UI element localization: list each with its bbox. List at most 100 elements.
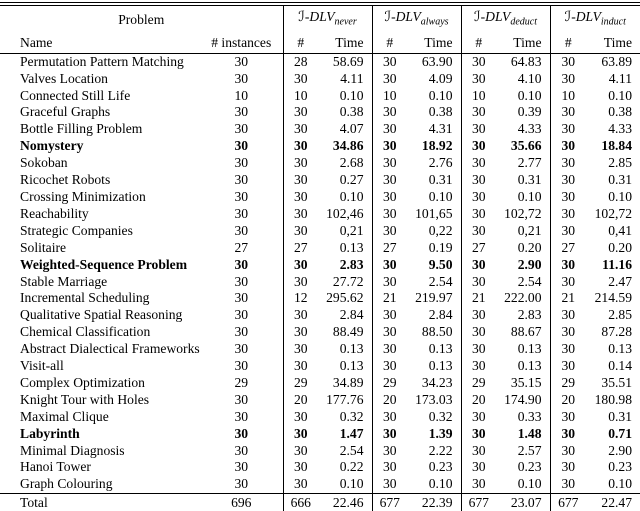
group-header-deduct: ℐ-DLVdeduct	[460, 6, 551, 33]
time-cell: 0.10	[608, 87, 633, 103]
time-column-header-deduct: Time	[496, 32, 551, 54]
solved-count-cell: 30	[460, 138, 497, 156]
time-cell: 35.15	[510, 374, 542, 390]
problem-name-cell: Bottle Filling Problem	[20, 121, 143, 137]
solved-count-cell: 30	[549, 459, 587, 477]
solved-count-cell: 30	[282, 205, 319, 223]
solved-count-cell: 30	[549, 53, 587, 71]
time-cell: 2.22	[428, 442, 453, 458]
time-cell: 0.10	[517, 476, 542, 492]
time-cell: 34.89	[332, 374, 364, 390]
solved-count-cell: 30	[282, 138, 319, 156]
instances-cell: 30	[234, 391, 249, 407]
solved-count-cell: 30	[282, 324, 319, 342]
solved-count-cell: 20	[371, 391, 408, 409]
time-cell: 2.68	[339, 155, 364, 171]
time-cell: 1.39	[428, 425, 453, 441]
time-cell: 0.32	[428, 408, 453, 424]
solved-count-cell: 21	[549, 290, 587, 308]
solved-count-cell: 30	[282, 408, 319, 426]
instances-cell: 30	[234, 476, 249, 492]
table-row: Solitaire 27 27 0.13 27 0.19 27 0.20 27 0.20	[0, 239, 640, 257]
solved-count-cell: 30	[549, 138, 587, 156]
table-row: Chemical Classification 30 30 88.49 30 88.50 3…	[0, 324, 640, 342]
solved-count-cell: 30	[371, 70, 408, 88]
solved-count-cell: 29	[282, 374, 319, 392]
solved-column-header-induct: #	[549, 32, 587, 54]
time-cell: 2.54	[339, 442, 364, 458]
problem-name-cell: Total	[0, 493, 200, 511]
problem-name-cell: Ricochet Robots	[20, 172, 111, 188]
time-cell: 0,22	[428, 222, 453, 238]
time-cell: 2.54	[428, 273, 453, 289]
time-cell: 0,21	[339, 222, 364, 238]
time-cell: 295.62	[326, 290, 364, 306]
system-name: -DLV	[571, 9, 601, 24]
solved-count-cell: 30	[371, 104, 408, 122]
problem-name-cell: Strategic Companies	[20, 222, 133, 238]
solved-count-cell: 30	[460, 273, 497, 291]
total-row: Total 696 666 22.46 677 22.39 677 23.07 677 22.47	[0, 493, 640, 511]
time-cell: 88.50	[421, 324, 453, 340]
solved-count-cell: 30	[460, 476, 497, 494]
problem-name-cell: Labyrinth	[20, 425, 80, 441]
solved-count-cell: 27	[549, 239, 587, 257]
solved-count-cell: 30	[460, 155, 497, 173]
time-cell: 0.27	[339, 172, 364, 188]
table-row: Visit-all 30 30 0.13 30 0.13 30 0.13 30 0.14	[0, 358, 640, 375]
solved-count-cell: 29	[460, 374, 497, 392]
script-i-icon: ℐ	[564, 9, 572, 25]
system-name: -DLV	[391, 9, 421, 24]
table-row: Abstract Dialectical Frameworks 30 30 0.13 3…	[0, 341, 640, 359]
table-row: Knight Tour with Holes 30 20 177.76 20 173.03…	[0, 391, 640, 409]
solved-count-cell: 677	[549, 493, 587, 511]
time-column-header-always: Time	[407, 32, 462, 54]
solved-count-cell: 666	[282, 493, 319, 511]
time-cell: 214.59	[594, 290, 633, 306]
solved-count-cell: 30	[282, 358, 319, 375]
solved-count-cell: 30	[549, 408, 587, 426]
instances-cell: 30	[234, 459, 249, 475]
system-name: -DLV	[480, 9, 511, 24]
table-row: Labyrinth 30 30 1.47 30 1.39 30 1.48 30 0.71	[0, 425, 640, 443]
instances-cell: 27	[234, 239, 249, 255]
solved-count-cell: 30	[460, 53, 497, 71]
script-i-icon: ℐ	[384, 9, 392, 25]
solved-count-cell: 30	[282, 273, 319, 291]
solved-count-cell: 30	[371, 341, 408, 359]
time-cell: 22.39	[407, 493, 462, 511]
instances-cell: 30	[234, 70, 249, 86]
time-cell: 23.07	[496, 493, 551, 511]
time-cell: 0.23	[517, 459, 542, 475]
solved-count-cell: 27	[460, 239, 497, 257]
header-group-row: Problem ℐ-DLVnever ℐ-DLValways ℐ-DLVdedu…	[0, 6, 640, 33]
solved-count-cell: 30	[460, 104, 497, 122]
table-header: Problem ℐ-DLVnever ℐ-DLValways ℐ-DLVdedu…	[0, 6, 640, 54]
time-cell: 0.71	[608, 425, 633, 441]
group-header-never: ℐ-DLVnever	[282, 6, 373, 33]
time-cell: 0.10	[517, 188, 542, 204]
variant-label-never: never	[334, 16, 357, 28]
problem-name-cell: Qualitative Spatial Reasoning	[20, 307, 183, 323]
solved-count-cell: 30	[371, 459, 408, 477]
solved-count-cell: 30	[549, 341, 587, 359]
time-cell: 0.19	[428, 239, 453, 255]
solved-count-cell: 12	[282, 290, 319, 308]
solved-count-cell: 10	[549, 87, 587, 105]
time-cell: 0.13	[517, 358, 542, 374]
time-cell: 4.11	[608, 70, 633, 86]
problem-name-cell: Weighted-Sequence Problem	[20, 256, 188, 272]
time-cell: 222.00	[504, 290, 542, 306]
problem-name-cell: Complex Optimization	[20, 374, 145, 390]
solved-count-cell: 30	[371, 155, 408, 173]
header-subrow: Name # instances # Time # Time # Time # …	[0, 32, 640, 54]
time-cell: 219.97	[415, 290, 453, 306]
time-cell: 2.57	[517, 442, 542, 458]
solved-count-cell: 21	[371, 290, 408, 308]
solved-count-cell: 30	[460, 358, 497, 375]
instances-cell: 30	[234, 222, 249, 238]
time-cell: 174.90	[504, 391, 542, 407]
time-cell: 2.83	[517, 307, 542, 323]
solved-count-cell: 30	[549, 188, 587, 206]
instances-cell: 30	[234, 256, 249, 272]
